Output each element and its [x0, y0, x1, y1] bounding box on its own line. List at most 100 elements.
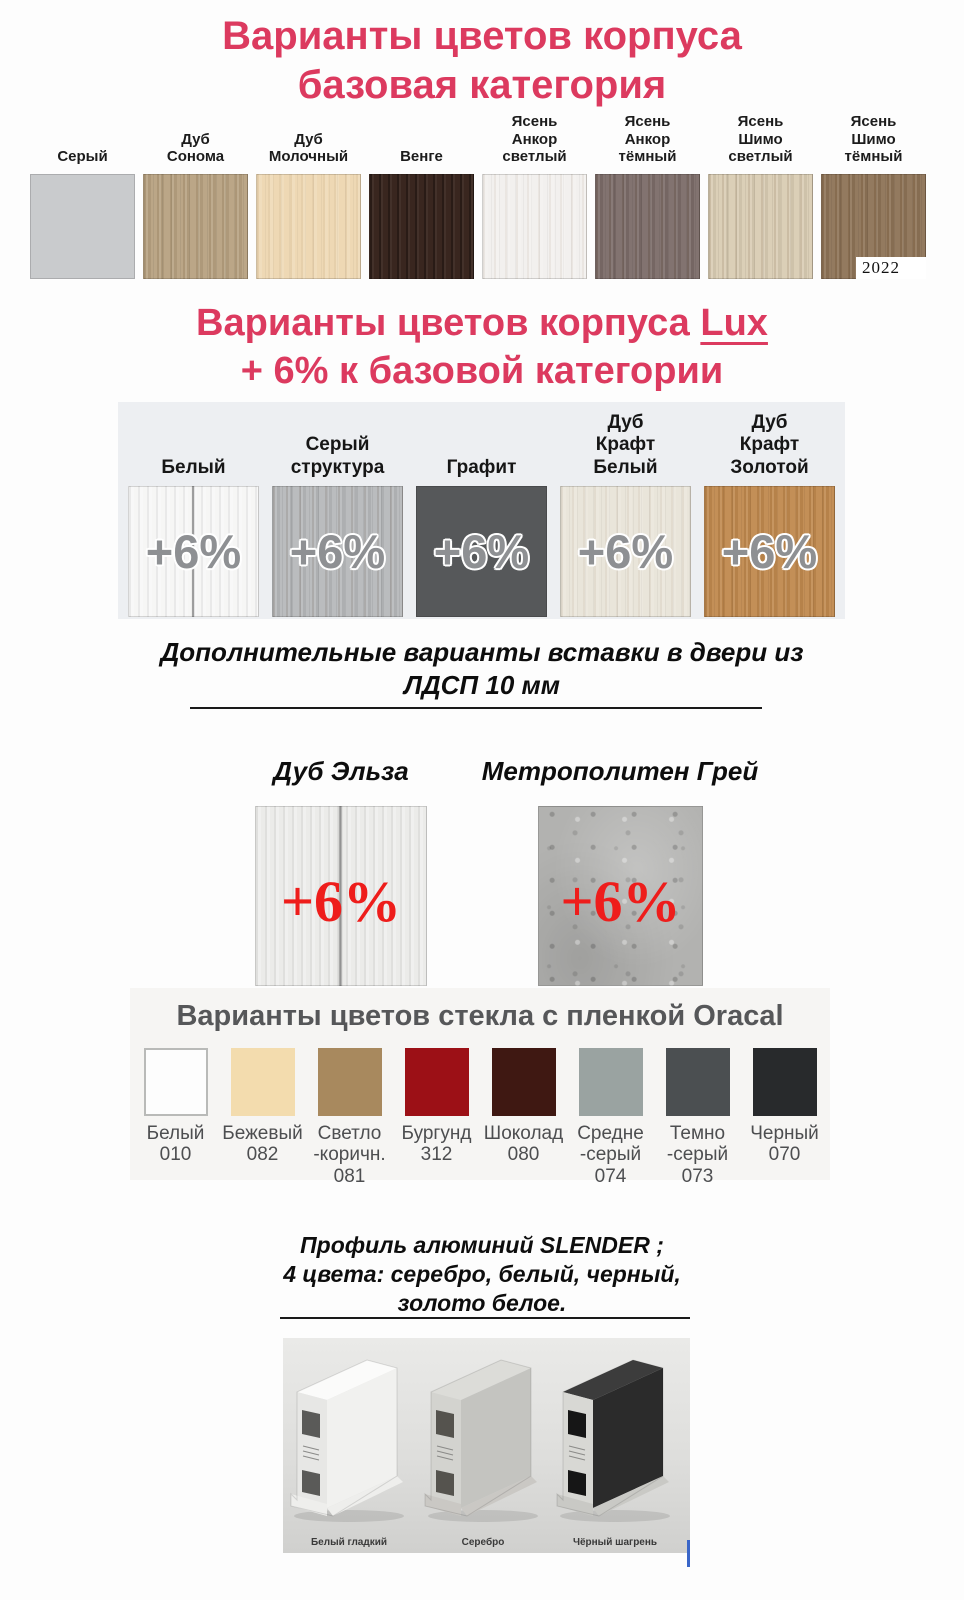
oracal-swatch-cell: Светло -коричн. 081: [306, 1048, 393, 1187]
base-swatch-cell: Ясень Анкор светлый: [482, 112, 587, 279]
profile-heading-rule: [280, 1317, 690, 1319]
swatch-burgundy-312: [404, 1048, 469, 1116]
swatch-label-ash-shimo-dark: Ясень Шимо тёмный: [844, 113, 903, 165]
lux-swatch-panel: Белый +6% Серый структура +6% Графит +6%…: [118, 402, 845, 619]
plus6-badge: +6%: [433, 525, 530, 578]
profile-photo: Белый гладкий Серебро Чёрный шагрень: [283, 1338, 690, 1553]
lux-title-prefix: Варианты цветов корпуса: [196, 302, 701, 344]
swatch-label-metropolitan-grey: Метрополитен Грей: [481, 756, 759, 786]
swatch-label-light-brown-081: Светло -коричн. 081: [313, 1123, 386, 1187]
swatch-white: +6%: [128, 486, 259, 617]
lux-section-subtitle: + 6% к базовой категории: [240, 350, 724, 392]
plus6-red-badge: +6%: [280, 868, 402, 934]
swatch-dark-gray-073: [665, 1048, 730, 1116]
swatch-mid-gray-074: [578, 1048, 643, 1116]
swatch-metropolitan-grey: +6%: [538, 806, 703, 986]
oracal-swatch-cell: Черный 070: [741, 1048, 828, 1187]
base-swatch-cell: Серый: [30, 112, 135, 279]
swatch-black-070: [752, 1048, 817, 1116]
swatch-label-ash-ankor-light: Ясень Анкор светлый: [502, 113, 567, 165]
text-cursor: [687, 1540, 690, 1567]
insert-section-heading: Дополнительные варианты вставки в двери …: [160, 637, 804, 701]
base-swatch-cell: Дуб Молочный: [256, 112, 361, 279]
swatch-white-010: [143, 1048, 208, 1116]
swatch-wenge: [369, 174, 474, 279]
swatch-label-wenge: Венге: [400, 147, 443, 165]
swatch-gray-structure: +6%: [272, 486, 403, 617]
swatch-label-burgundy-312: Бургунд 312: [401, 1123, 472, 1166]
swatch-light-brown-081: [317, 1048, 382, 1116]
base-swatch-cell: Дуб Сонома: [143, 112, 248, 279]
profile-label-black-texture: Чёрный шагрень: [572, 1537, 658, 1548]
aluminum-profile-illustration: [556, 1359, 670, 1522]
oracal-panel: Варианты цветов стекла с пленкой Oracal …: [130, 988, 830, 1187]
swatch-ash-ankor-light: [482, 174, 587, 279]
lux-swatch-cell: Графит +6%: [416, 402, 547, 619]
base-swatch-cell: Ясень Шимо тёмный 2022: [821, 112, 926, 279]
swatch-chocolate-080: [491, 1048, 556, 1116]
aluminum-profile-illustration: [290, 1359, 404, 1522]
profile-black-texture: [555, 1346, 675, 1526]
swatch-label-white-010: Белый 010: [146, 1123, 205, 1166]
swatch-label-gray-structure: Серый структура: [290, 434, 385, 478]
profile-white-smooth: [289, 1346, 409, 1526]
profile-label-white-smooth: Белый гладкий: [310, 1537, 388, 1548]
base-swatch-cell: Ясень Шимо светлый: [708, 112, 813, 279]
swatch-gray: [30, 174, 135, 279]
plus6-badge: +6%: [721, 525, 818, 578]
oracal-section-title: Варианты цветов стекла с пленкой Oracal: [176, 1000, 784, 1032]
lux-swatch-cell: Дуб Крафт Золотой +6%: [704, 402, 835, 619]
swatch-graphite: +6%: [416, 486, 547, 617]
swatch-label-oak-craft-gold: Дуб Крафт Золотой: [730, 411, 809, 478]
base-swatch-row: Серый Дуб Сонома Дуб Молочный Венге Ясен…: [30, 112, 926, 279]
oracal-swatch-cell: Белый 010: [132, 1048, 219, 1187]
swatch-label-black-070: Черный 070: [750, 1123, 819, 1166]
aluminum-profile-illustration: [424, 1359, 538, 1522]
swatch-ash-ankor-dark: [595, 174, 700, 279]
lux-swatch-cell: Серый структура +6%: [272, 402, 403, 619]
oracal-swatch-cell: Шоколад 080: [480, 1048, 567, 1187]
oracal-swatch-row: Белый 010 Бежевый 082 Светло -коричн. 08…: [132, 1048, 828, 1187]
year-note: 2022: [856, 257, 926, 279]
oracal-swatch-cell: Бургунд 312: [393, 1048, 480, 1187]
swatch-oak-craft-white: +6%: [560, 486, 691, 617]
base-swatch-cell: Венге: [369, 112, 474, 279]
lux-section-title: Варианты цветов корпуса Lux: [0, 301, 964, 347]
swatch-label-graphite: Графит: [446, 456, 517, 478]
plus6-badge: +6%: [289, 525, 386, 578]
oracal-swatch-cell: Бежевый 082: [219, 1048, 306, 1187]
plus6-badge: +6%: [145, 525, 242, 578]
swatch-label-white: Белый: [161, 456, 226, 478]
swatch-label-oak-craft-white: Дуб Крафт Белый: [593, 411, 658, 478]
swatch-label-oak-milk: Дуб Молочный: [268, 130, 349, 165]
lux-title-lux-word: Lux: [700, 302, 768, 344]
swatch-ash-shimo-light: [708, 174, 813, 279]
swatch-beige-082: [230, 1048, 295, 1116]
plus6-red-badge: +6%: [560, 868, 681, 934]
base-swatch-cell: Ясень Анкор тёмный: [595, 112, 700, 279]
swatch-label-gray: Серый: [57, 147, 108, 165]
lux-swatch-cell: Дуб Крафт Белый +6%: [560, 402, 691, 619]
base-section-title: Варианты цветов корпуса базовая категори…: [222, 14, 742, 107]
profile-silver: [423, 1346, 543, 1526]
swatch-ash-shimo-dark: 2022: [821, 174, 926, 279]
swatch-label-dark-gray-073: Темно -серый 073: [666, 1123, 729, 1187]
swatch-label-oak-sonoma: Дуб Сонома: [166, 130, 225, 165]
swatch-label-oak-elza: Дуб Эльза: [273, 756, 409, 786]
swatch-label-mid-gray-074: Средне -серый 074: [577, 1123, 644, 1187]
profile-label-silver: Серебро: [461, 1537, 505, 1548]
oracal-swatch-cell: Темно -серый 073: [654, 1048, 741, 1187]
profile-section-heading: Профиль алюминий SLENDER ; 4 цвета: сере…: [283, 1232, 681, 1316]
swatch-label-beige-082: Бежевый 082: [222, 1123, 303, 1166]
swatch-label-ash-shimo-light: Ясень Шимо светлый: [728, 113, 793, 165]
plus6-badge: +6%: [577, 525, 674, 578]
oracal-swatch-cell: Средне -серый 074: [567, 1048, 654, 1187]
swatch-oak-sonoma: [143, 174, 248, 279]
insert-heading-rule: [190, 707, 762, 709]
swatch-label-ash-ankor-dark: Ясень Анкор тёмный: [618, 113, 677, 165]
swatch-oak-craft-gold: +6%: [704, 486, 835, 617]
swatch-label-chocolate-080: Шоколад 080: [483, 1123, 564, 1166]
swatch-oak-milk: [256, 174, 361, 279]
swatch-oak-elza: +6%: [255, 806, 427, 986]
